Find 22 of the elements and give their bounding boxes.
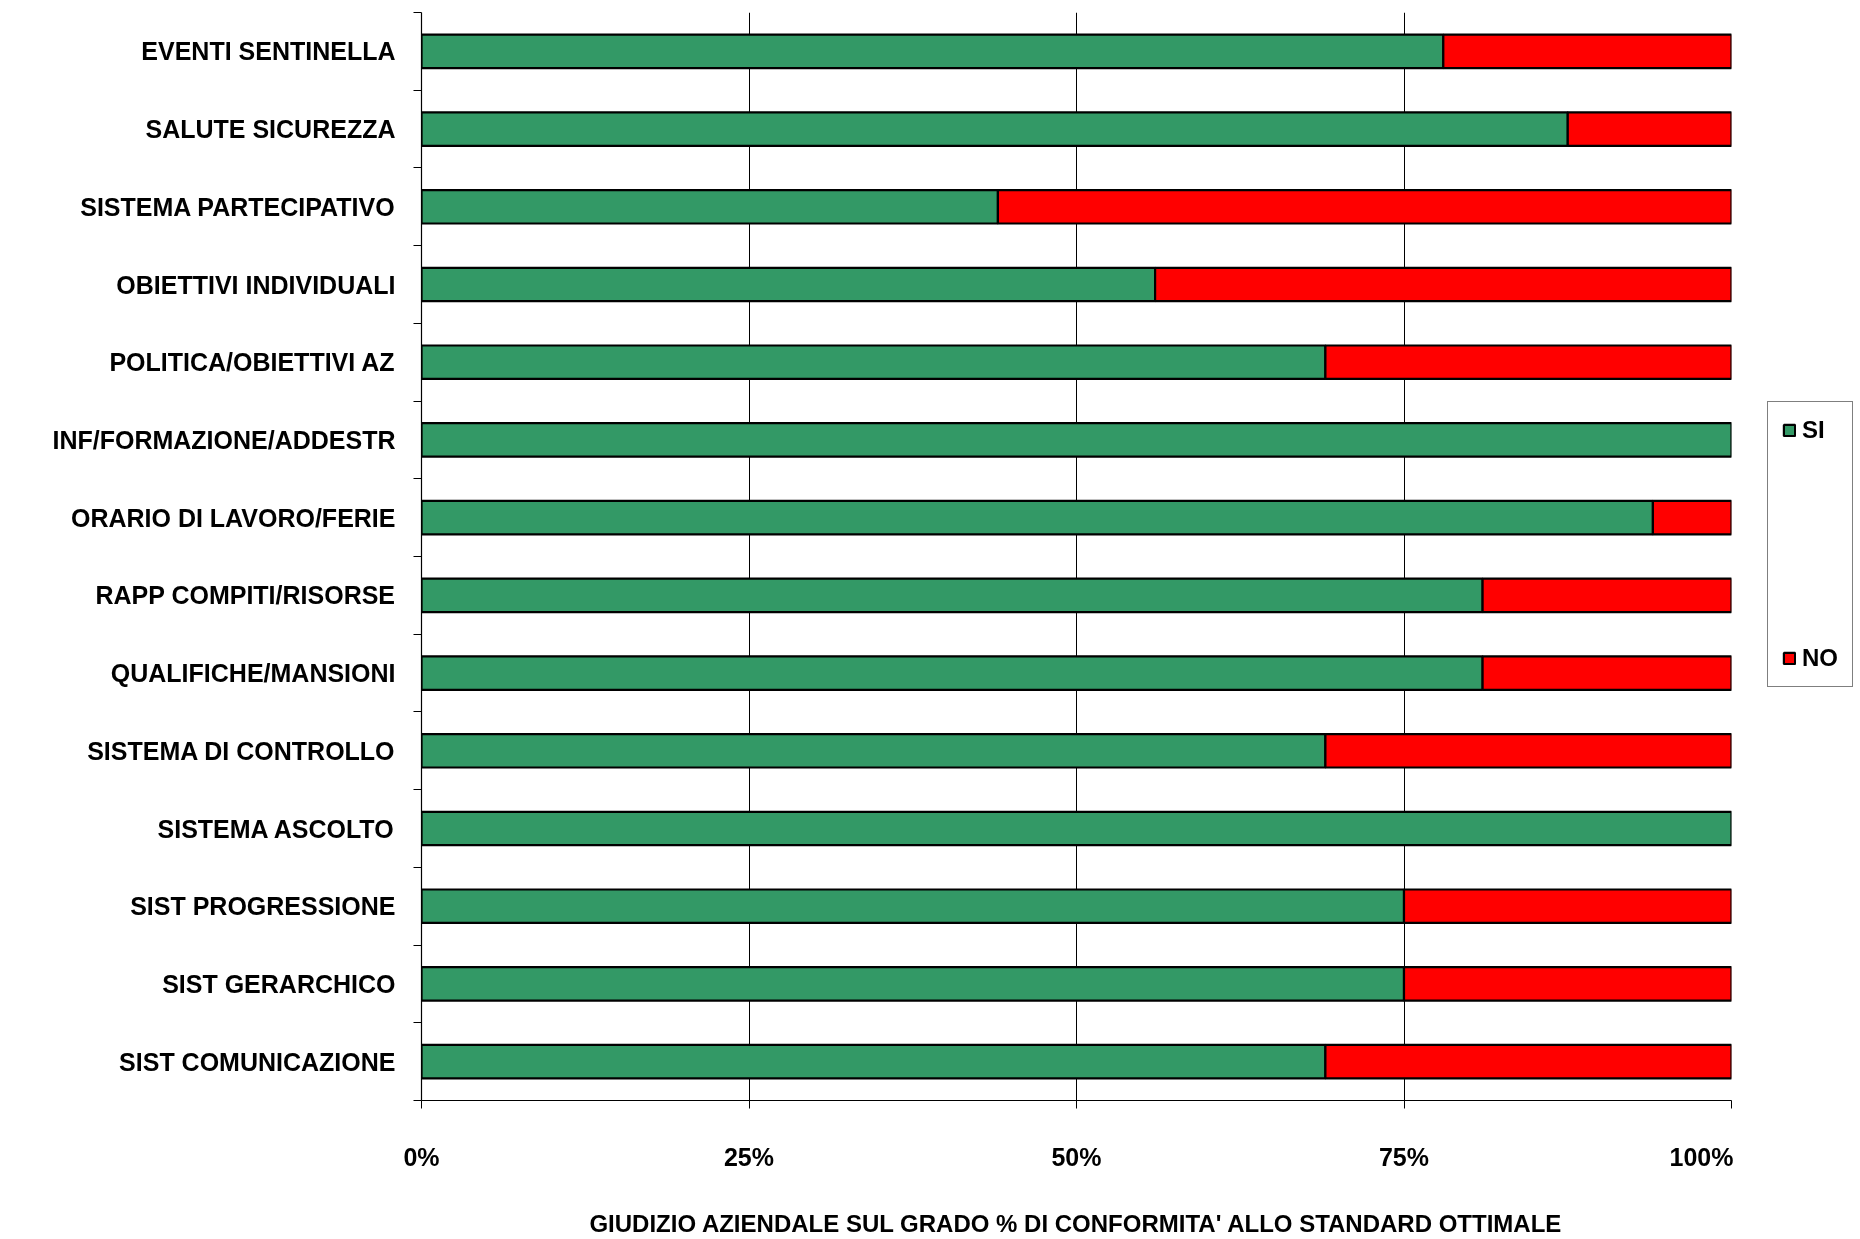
legend-label: NO <box>1802 644 1838 672</box>
x-tick-label: 25% <box>723 1142 775 1171</box>
y-tick-label: RAPP COMPITI/RISORSE <box>95 581 396 610</box>
y-tick-label: QUALIFICHE/MANSIONI <box>110 659 396 688</box>
y-tick-label: SISTEMA DI CONTROLLO <box>87 736 395 765</box>
y-tick-label: SALUTE SICUREZZA <box>145 115 396 144</box>
y-tick-label: SIST GERARCHICO <box>162 969 396 998</box>
x-tick-label: 0% <box>403 1142 440 1171</box>
y-tick-label: POLITICA/OBIETTIVI AZ <box>109 348 395 377</box>
y-tick-label: SISTEMA ASCOLTO <box>157 814 394 843</box>
x-tick-label: 75% <box>1378 1142 1430 1171</box>
y-tick-label: INF/FORMAZIONE/ADDESTR <box>52 425 396 454</box>
y-tick-label: SIST PROGRESSIONE <box>130 892 396 921</box>
y-tick-label: SIST COMUNICAZIONE <box>119 1047 396 1076</box>
x-tick-label: 100% <box>1669 1142 1734 1171</box>
legend-label: SI <box>1802 416 1825 444</box>
y-tick-label: EVENTI SENTINELLA <box>141 37 396 66</box>
x-tick-label: 50% <box>1051 1142 1102 1171</box>
y-tick-label: ORARIO DI LAVORO/FERIE <box>70 503 396 532</box>
y-tick-label: SISTEMA PARTECIPATIVO <box>80 192 395 221</box>
x-axis-title: GIUDIZIO AZIENDALE SUL GRADO % DI CONFORMITA' ALLO STANDARD OTTIMALE <box>589 1209 1562 1237</box>
y-tick-label: OBIETTIVI INDIVIDUALI <box>116 270 396 299</box>
